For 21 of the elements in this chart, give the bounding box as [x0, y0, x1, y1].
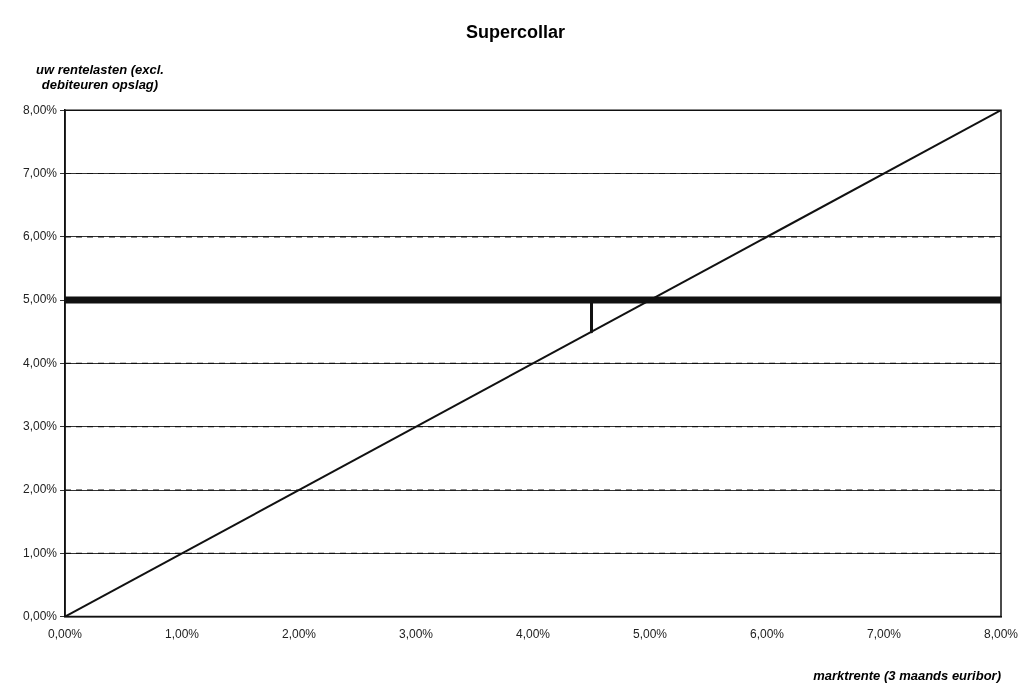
x-tick-label: 1,00%: [165, 627, 200, 642]
x-tick-label: 6,00%: [749, 627, 785, 642]
y-tick-label: 4,00%: [22, 355, 58, 370]
x-tick-label: 8,00%: [983, 627, 1019, 642]
chart-title: Supercollar: [464, 22, 566, 43]
y-tick-label: 2,00%: [22, 482, 58, 497]
y-tick-label: 1,00%: [22, 545, 58, 560]
y-tick-label: 3,00%: [22, 419, 58, 434]
x-tick-label: 2,00%: [282, 627, 317, 642]
y-tick-label: 7,00%: [22, 165, 58, 180]
y-axis-title: uw rentelasten (excl. debiteuren opslag): [35, 62, 165, 92]
y-tick-label: 0,00%: [22, 608, 58, 623]
x-tick-label: 7,00%: [866, 627, 902, 642]
x-axis-title: marktrente (3 maands euribor): [813, 668, 1001, 683]
x-tick-label: 4,00%: [516, 627, 551, 642]
x-tick-label: 3,00%: [399, 627, 434, 642]
x-tick-label: 0,00%: [48, 627, 83, 642]
x-tick-label: 5,00%: [632, 627, 668, 642]
y-tick-label: 5,00%: [22, 292, 58, 307]
y-tick-label: 6,00%: [22, 229, 58, 244]
y-tick-label: 8,00%: [22, 102, 58, 117]
